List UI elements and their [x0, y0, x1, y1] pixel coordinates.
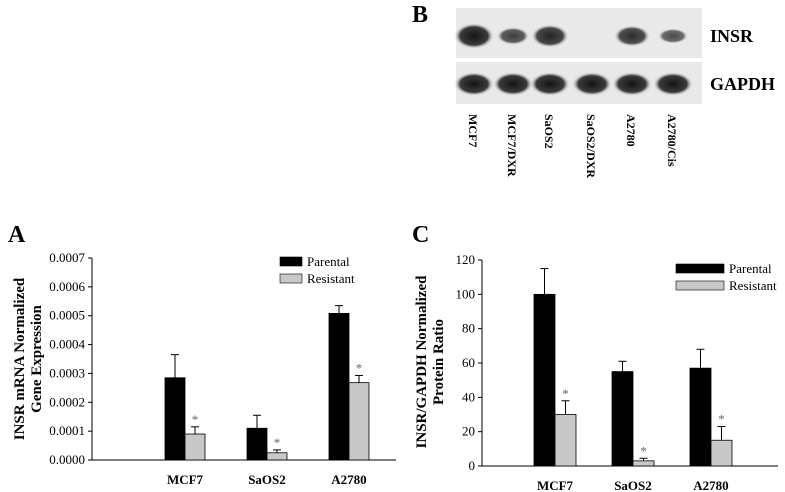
significance-marker: * — [192, 412, 199, 427]
blot-band — [653, 72, 693, 96]
y-tick-label: 0.0000 — [49, 452, 85, 467]
legend-label-resistant: Resistant — [729, 278, 777, 293]
blot-band — [496, 27, 530, 45]
lane-label: A2780/Cis — [665, 114, 679, 167]
y-axis-label: INSR/GAPDH NormalizedProtein Ratio — [414, 275, 447, 449]
lane-label: SaOS2/DXR — [584, 114, 598, 178]
bar-chart-c: C 0 20 40 60 80 100 120 INSR/GAPDH NormalizedPro… — [412, 222, 778, 492]
bar-parental — [164, 377, 186, 461]
y-tick-label: 0 — [469, 458, 476, 473]
y-axis-label: INSR mRNA NormalizedGene Expression — [12, 277, 45, 440]
legend-swatch-parental — [279, 256, 303, 267]
x-category-label: SaOS2 — [248, 472, 286, 487]
blot-band — [531, 24, 569, 48]
x-category-label: MCF7 — [167, 472, 204, 487]
bar-parental — [611, 371, 634, 467]
y-tick-label: 0.0006 — [49, 279, 85, 294]
blot-band — [612, 72, 652, 96]
legend-label-parental: Parental — [307, 254, 350, 269]
x-category-label: SaOS2 — [614, 478, 652, 492]
lane-label: A2780 — [624, 114, 638, 147]
blot-band — [454, 72, 494, 96]
bar-resistant — [710, 439, 733, 467]
y-tick-label: 20 — [462, 424, 475, 439]
blot-band — [614, 25, 650, 47]
y-tick-label: 80 — [462, 321, 475, 336]
y-axis-label-line: INSR/GAPDH Normalized — [414, 275, 430, 449]
panel-letter-c: C — [412, 222, 429, 248]
blot-band — [493, 72, 533, 96]
lane-label: MCF7 — [466, 114, 480, 147]
blot-row-label-insr: INSR — [710, 26, 754, 46]
y-tick-label: 0.0002 — [49, 394, 85, 409]
bar-resistant — [348, 382, 370, 461]
y-tick-label: 0.0003 — [49, 365, 85, 380]
x-category-label: A2780 — [331, 472, 366, 487]
lane-label: MCF7/DXR — [505, 114, 519, 177]
significance-marker: * — [718, 412, 725, 427]
legend-swatch-resistant — [675, 280, 725, 291]
blot-band — [454, 23, 494, 49]
bar-resistant — [266, 452, 288, 461]
y-tick-label: 100 — [456, 286, 476, 301]
legend-swatch-parental — [675, 263, 725, 274]
significance-marker: * — [356, 360, 363, 375]
bar-resistant — [554, 414, 577, 467]
y-axis-label-line: Protein Ratio — [431, 319, 447, 405]
western-blot-panel: B INSR GAPDH MCF7 MCF7/DXR SaOS2 SaOS2/DXR A278… — [412, 2, 775, 178]
x-category-label: MCF7 — [537, 478, 574, 492]
significance-marker: * — [640, 443, 647, 458]
y-axis-label-line: Gene Expression — [29, 305, 45, 413]
blot-band — [572, 72, 612, 96]
panel-letter-b: B — [412, 2, 428, 28]
legend-label-parental: Parental — [729, 261, 772, 276]
y-tick-label: 40 — [462, 389, 475, 404]
blot-row-label-gapdh: GAPDH — [710, 74, 775, 94]
significance-marker: * — [562, 386, 569, 401]
blot-band — [530, 72, 570, 96]
y-tick-label: 0.0005 — [49, 308, 85, 323]
bar-parental — [689, 367, 712, 467]
y-axis-label-line: INSR mRNA Normalized — [12, 277, 28, 440]
bar-parental — [533, 293, 556, 467]
bar-parental — [328, 313, 350, 461]
y-tick-label: 0.0004 — [49, 337, 85, 352]
bar-chart-a: A 0.0000 0.0001 0.0002 0.0003 0.0004 0.0005 0.0… — [8, 222, 396, 487]
bar-resistant — [184, 433, 206, 461]
significance-marker: * — [274, 435, 281, 450]
legend-label-resistant: Resistant — [307, 271, 355, 286]
panel-letter-a: A — [8, 222, 26, 248]
x-category-label: A2780 — [693, 478, 728, 492]
lane-label: SaOS2 — [542, 114, 556, 149]
bar-resistant — [632, 460, 655, 467]
y-tick-label: 0.0007 — [49, 250, 85, 265]
blot-band — [657, 28, 689, 44]
y-tick-label: 120 — [456, 252, 476, 267]
y-tick-label: 0.0001 — [49, 423, 85, 438]
legend-swatch-resistant — [279, 273, 303, 284]
y-tick-label: 60 — [462, 355, 475, 370]
bar-parental — [246, 427, 268, 461]
